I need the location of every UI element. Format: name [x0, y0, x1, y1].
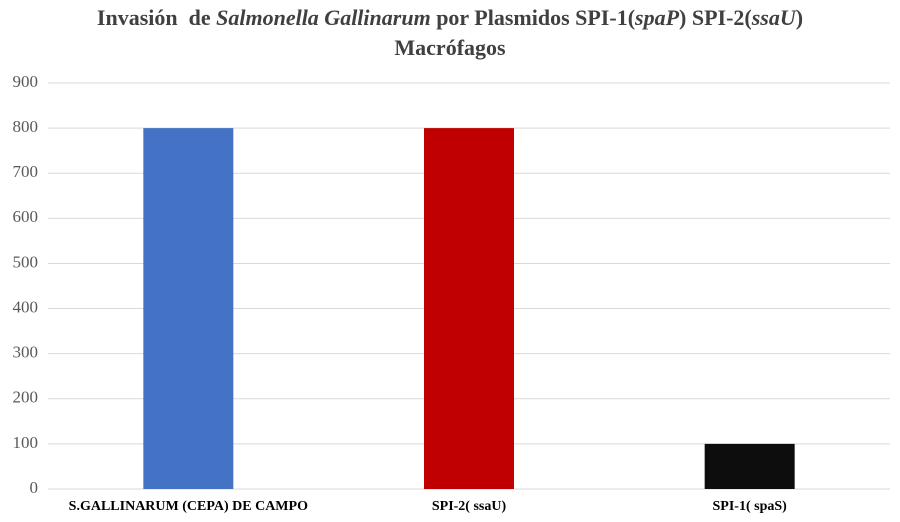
x-tick-label: SPI-2( ssaU): [432, 499, 507, 514]
y-tick-label: 100: [13, 433, 39, 452]
bar: [143, 128, 234, 489]
y-tick-label: 800: [13, 117, 39, 136]
y-tick-label: 500: [13, 252, 39, 271]
title-run: ): [796, 5, 803, 30]
title-run: por Plasmidos SPI-1(: [431, 5, 635, 30]
y-tick-label: 200: [13, 388, 39, 407]
title-run: spaP: [634, 5, 680, 30]
title-run: ) SPI-2(: [679, 5, 752, 30]
y-tick-label: 900: [13, 72, 39, 91]
title-run: Salmonella Gallinarum: [216, 5, 431, 30]
x-tick-label: SPI-1( spaS): [713, 499, 788, 514]
y-tick-label: 400: [13, 297, 39, 316]
y-tick-label: 0: [30, 478, 39, 497]
x-tick-label: S.GALLINARUM (CEPA) DE CAMPO: [69, 499, 308, 514]
title-run: Invasión de: [97, 5, 216, 30]
y-tick-label: 600: [13, 207, 39, 226]
chart-title: Invasión de Salmonella Gallinarum por Pl…: [97, 5, 803, 30]
title-run: ssaU: [751, 5, 797, 30]
chart-subtitle: Macrófagos: [394, 35, 506, 60]
bar: [424, 128, 514, 489]
y-tick-label: 700: [13, 162, 39, 181]
bar: [704, 443, 795, 489]
y-tick-label: 300: [13, 343, 39, 362]
